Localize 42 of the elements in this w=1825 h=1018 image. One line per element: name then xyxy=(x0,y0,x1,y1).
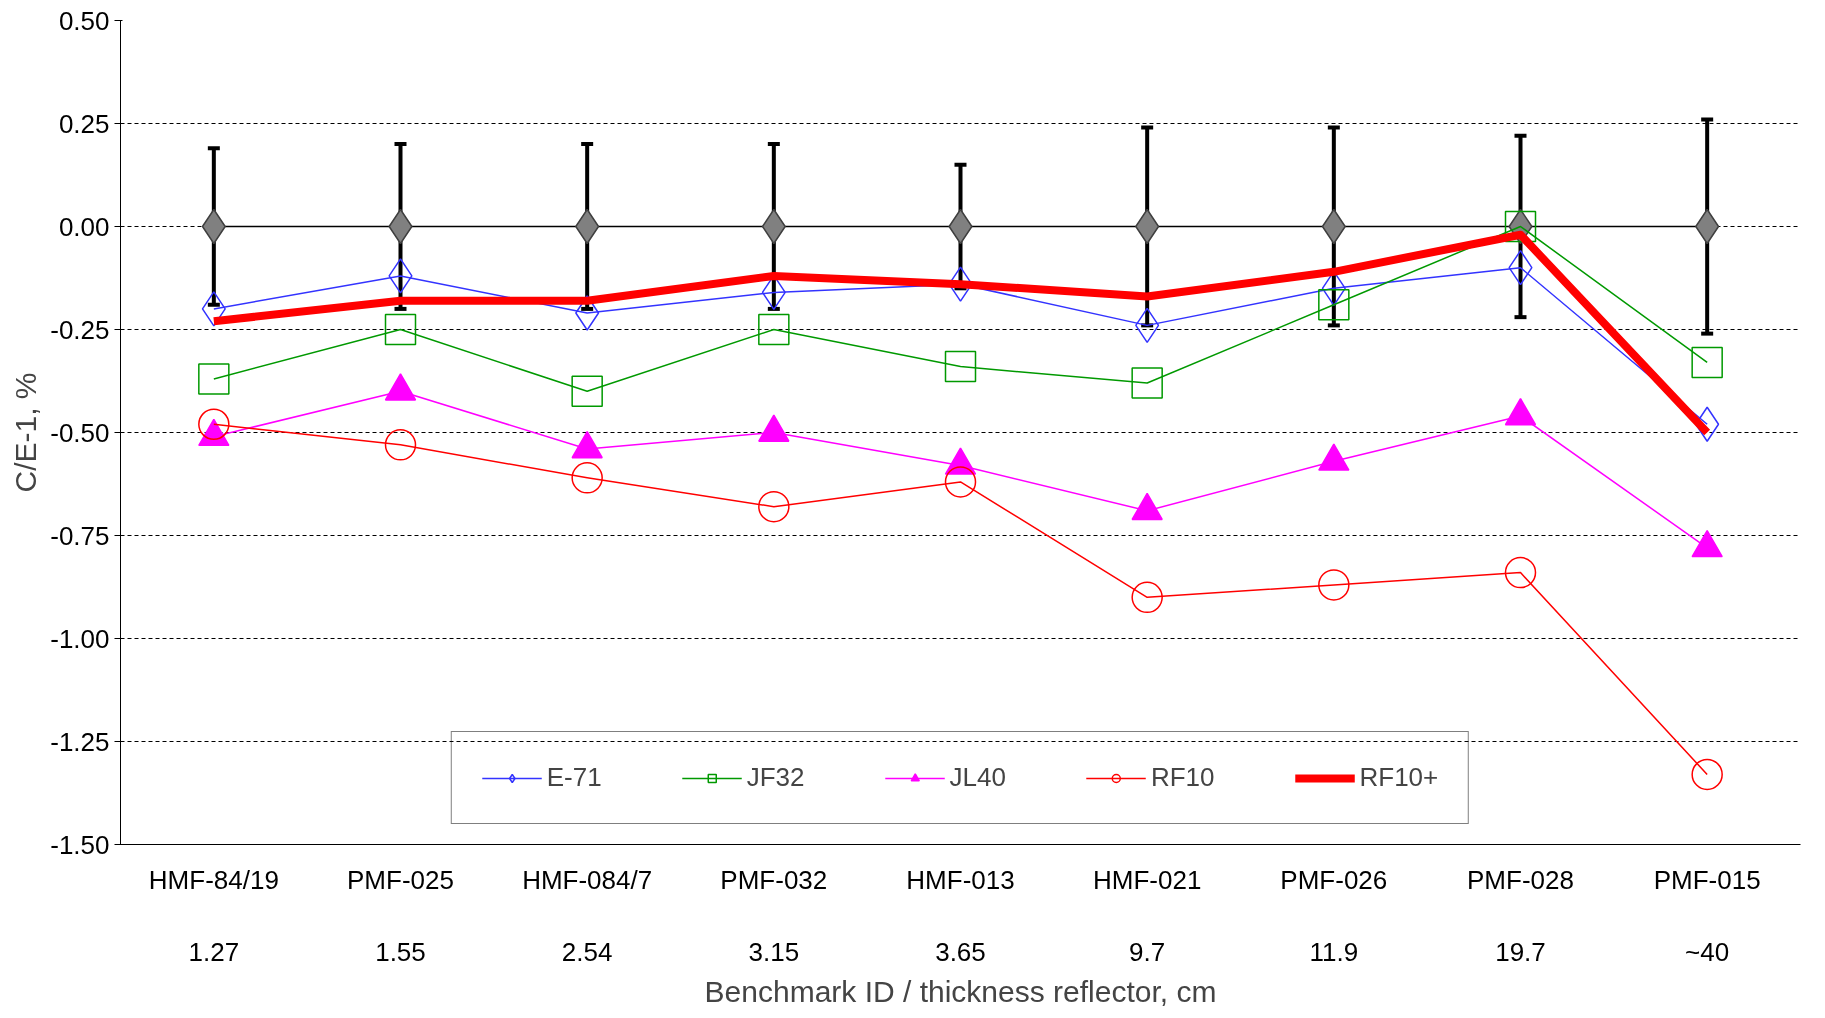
category-label: PMF-026 11.9 xyxy=(1280,864,1388,967)
point xyxy=(1131,581,1163,614)
legend-label: E-71 xyxy=(546,762,602,793)
point xyxy=(1691,346,1723,379)
y-tick-label: -0.50 xyxy=(50,417,110,448)
legend-label: RF10 xyxy=(1150,762,1215,793)
legend-label: RF10+ xyxy=(1359,762,1439,793)
category-label: PMF-032 3.15 xyxy=(720,864,828,967)
point xyxy=(1504,556,1537,589)
y-axis-title: C/E-1, % xyxy=(9,372,43,493)
point xyxy=(758,490,790,523)
point xyxy=(571,462,603,494)
point xyxy=(198,408,230,440)
category-label: PMF-025 1.55 xyxy=(347,864,454,967)
category-label: PMF-015 ~40 xyxy=(1653,864,1761,967)
point xyxy=(384,429,417,461)
y-tick-label: -1.00 xyxy=(50,623,110,654)
point xyxy=(571,375,603,408)
y-tick-label: 0.00 xyxy=(58,211,110,242)
legend-label: JL40 xyxy=(949,762,1006,793)
category-label: HMF-084/7 2.54 xyxy=(522,864,653,967)
category-label: HMF-013 3.65 xyxy=(906,864,1015,967)
x-axis-title: Benchmark ID / thickness reflector, cm xyxy=(704,974,1217,1008)
category-label: HMF-021 9.7 xyxy=(1092,864,1202,967)
point xyxy=(384,313,417,346)
y-tick-label: 0.25 xyxy=(58,108,110,139)
y-tick-label: -1.25 xyxy=(50,726,110,757)
point xyxy=(1691,758,1723,791)
y-tick-label: -0.75 xyxy=(50,520,110,551)
legend-label: JF32 xyxy=(746,762,805,793)
y-tick-label: -1.50 xyxy=(50,829,110,860)
y-tick-label: -0.25 xyxy=(50,314,110,345)
point xyxy=(944,350,977,383)
point xyxy=(1318,289,1350,321)
point xyxy=(758,313,790,346)
point xyxy=(198,363,230,395)
y-tick-label: 0.50 xyxy=(58,5,110,36)
point xyxy=(1318,569,1350,601)
point xyxy=(1131,367,1163,399)
point xyxy=(944,466,977,498)
category-label: PMF-028 19.7 xyxy=(1467,864,1574,967)
category-label: HMF-84/19 1.27 xyxy=(148,864,279,967)
